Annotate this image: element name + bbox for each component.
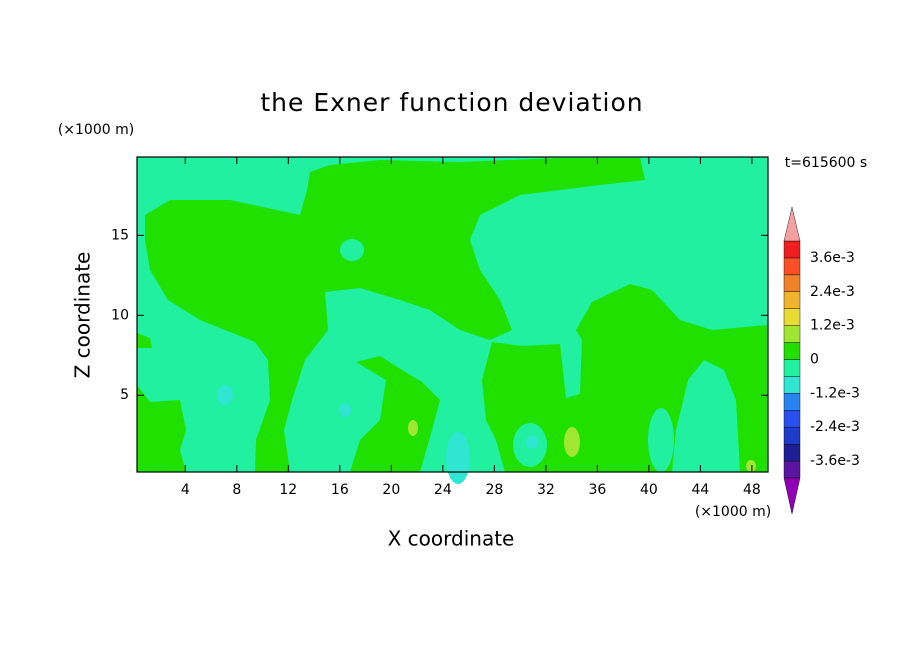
x-tick-label: 36 <box>588 482 606 498</box>
colorbar-label: 0 <box>810 352 819 368</box>
y-tick-label: 10 <box>111 307 129 323</box>
contour-region <box>339 403 351 417</box>
colorbar-box <box>783 460 801 479</box>
colorbar-label: -1.2e-3 <box>810 385 860 401</box>
contour-region <box>482 284 767 472</box>
time-label: t=615600 s <box>785 155 867 171</box>
colorbar-box <box>783 410 801 428</box>
x-axis-title: X coordinate <box>388 527 515 551</box>
plot-frame <box>136 156 769 473</box>
chart-title: the Exner function deviation <box>260 88 643 117</box>
colorbar-box <box>783 325 801 343</box>
colorbar-box <box>783 376 801 394</box>
contour-region <box>217 385 233 405</box>
contour-region <box>746 460 756 472</box>
colorbar-label: -3.6e-3 <box>810 453 860 469</box>
y-axis-title: Z coordinate <box>71 252 95 379</box>
x-tick-label: 32 <box>537 482 555 498</box>
colorbar-box <box>783 342 801 360</box>
colorbar-box <box>783 308 801 326</box>
y-unit: (×1000 m) <box>58 122 134 138</box>
y-tick-label: 15 <box>111 227 129 243</box>
x-tick-label: 24 <box>434 482 452 498</box>
contour-region <box>564 427 580 457</box>
x-tick-label: 28 <box>485 482 503 498</box>
colorbar-box <box>783 274 801 292</box>
colorbar-label: -2.4e-3 <box>810 419 860 435</box>
y-tick-label: 5 <box>120 387 129 403</box>
x-tick-label: 44 <box>691 482 709 498</box>
colorbar-label: 1.2e-3 <box>810 318 855 334</box>
colorbar-box <box>783 359 801 377</box>
colorbar-box <box>783 240 801 259</box>
x-tick-label: 8 <box>232 482 241 498</box>
colorbar-arrow <box>783 477 801 515</box>
colorbar-arrow <box>783 206 801 242</box>
x-tick-label: 16 <box>331 482 349 498</box>
colorbar-label: 3.6e-3 <box>810 250 855 266</box>
contour-region <box>446 432 470 484</box>
contour-region <box>145 158 645 472</box>
colorbar-box <box>783 393 801 411</box>
colorbar-box <box>783 257 801 276</box>
x-unit: (×1000 m) <box>695 504 771 520</box>
contour-region <box>137 333 152 348</box>
x-tick-label: 20 <box>382 482 400 498</box>
x-tick-label: 48 <box>743 482 761 498</box>
colorbar-box <box>783 427 801 445</box>
x-tick-label: 40 <box>640 482 658 498</box>
colorbar-box <box>783 443 801 462</box>
colorbar-box <box>783 291 801 309</box>
contour-region <box>350 356 440 472</box>
contour-region <box>340 239 364 261</box>
contour-region <box>137 385 186 472</box>
x-tick-label: 4 <box>181 482 190 498</box>
contour-region <box>648 408 674 472</box>
x-tick-label: 12 <box>279 482 297 498</box>
contour-region <box>408 420 418 436</box>
colorbar-label: 2.4e-3 <box>810 284 855 300</box>
contour-region <box>526 435 538 449</box>
